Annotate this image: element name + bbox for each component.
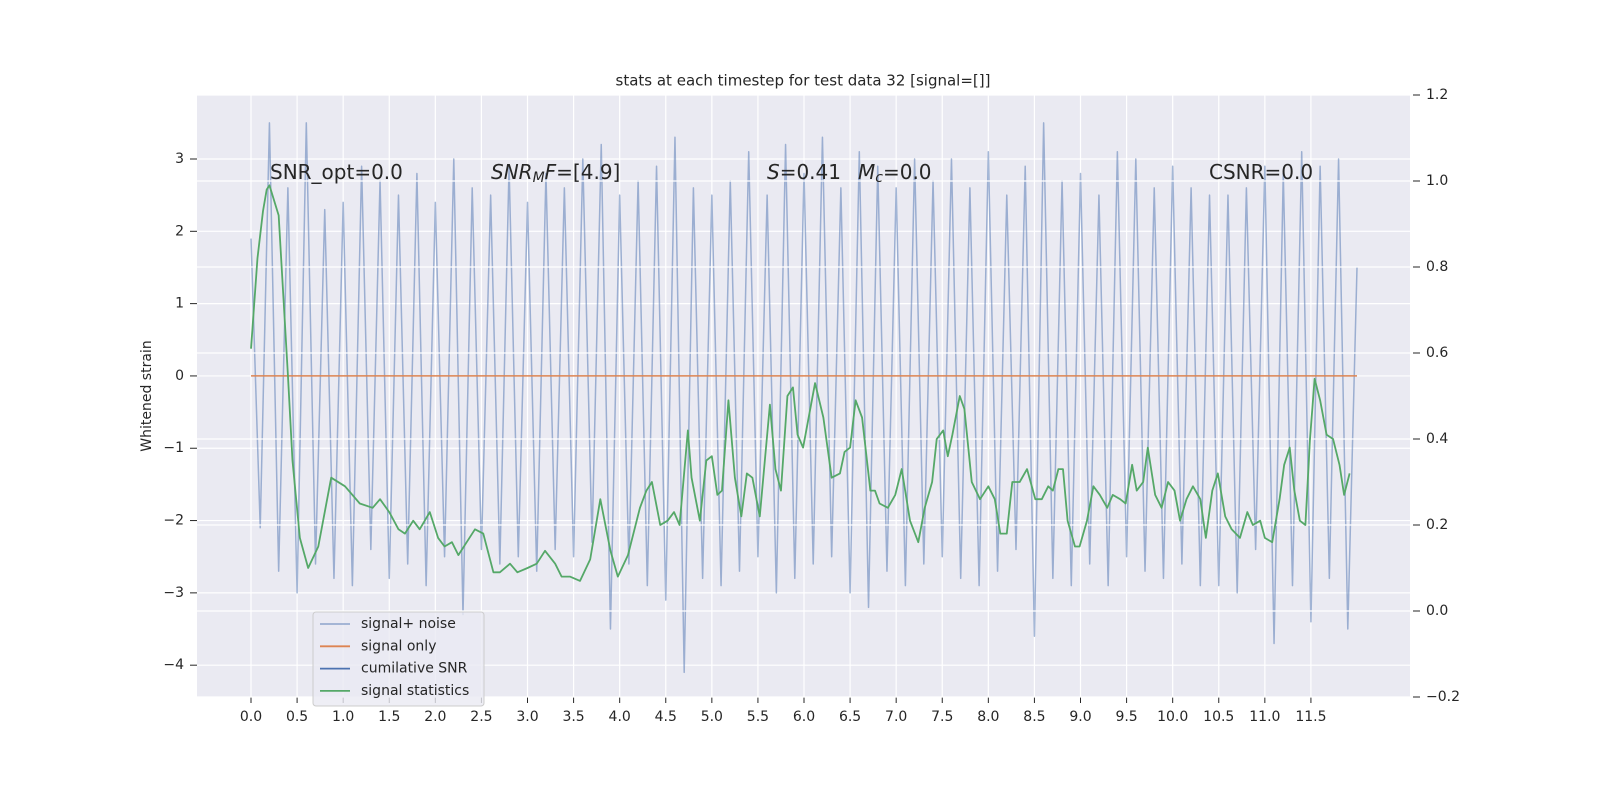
legend-label: cumilative SNR	[361, 661, 468, 677]
annotation-part: SNR	[491, 160, 533, 184]
y-tick-label: −3	[163, 585, 184, 601]
legend-label: signal only	[361, 638, 436, 654]
x-tick-label: 7.0	[885, 709, 907, 725]
y2-tick-label: 0.4	[1426, 431, 1448, 447]
annotation-part: M	[858, 160, 875, 184]
annotation-part: M	[533, 170, 545, 186]
annotation-part: =0.41	[780, 160, 841, 184]
legend-label: signal+ noise	[361, 616, 456, 632]
y-tick-label: 3	[175, 151, 184, 167]
annotation-part: =0.0	[883, 160, 932, 184]
x-tick-label: 10.0	[1157, 709, 1188, 725]
x-tick-label: 6.5	[839, 709, 861, 725]
x-tick-label: 7.5	[931, 709, 953, 725]
y-tick-label: −4	[163, 657, 184, 673]
x-tick-label: 3.5	[562, 709, 584, 725]
annotation: S=0.41	[767, 160, 841, 184]
x-tick-label: 4.0	[609, 709, 631, 725]
annotation-part: SNR_opt=0.0	[270, 160, 403, 184]
x-tick-label: 10.5	[1203, 709, 1234, 725]
annotation: SNR_opt=0.0	[270, 160, 403, 184]
x-tick-label: 0.5	[286, 709, 308, 725]
x-tick-label: 5.5	[747, 709, 769, 725]
legend-label: signal statistics	[361, 683, 469, 699]
line-series	[250, 122, 1358, 674]
x-tick-label: 8.0	[977, 709, 999, 725]
x-tick-label: 4.5	[655, 709, 677, 725]
annotation-part: c	[875, 170, 883, 186]
y2-tick-label: 0.8	[1426, 259, 1448, 275]
y-tick-label: −2	[163, 513, 184, 529]
y2-tick-label: 0.2	[1426, 517, 1448, 533]
y2-tick-label: 0.0	[1426, 603, 1448, 619]
annotation-part: S	[767, 160, 780, 184]
annotation-part: F	[545, 160, 557, 184]
annotation-part: =[4.9]	[556, 160, 620, 184]
annotation-part: CSNR=0.0	[1209, 160, 1313, 184]
x-tick-label: 1.5	[378, 709, 400, 725]
y-tick-label: 2	[175, 223, 184, 239]
annotation: CSNR=0.0	[1209, 160, 1313, 184]
x-tick-label: 9.0	[1069, 709, 1091, 725]
x-tick-label: 0.0	[240, 709, 262, 725]
x-tick-label: 2.5	[470, 709, 492, 725]
y2-tick-label: 1.2	[1426, 87, 1448, 103]
chart-title: stats at each timestep for test data 32 …	[616, 72, 991, 90]
y2-tick-label: 0.6	[1426, 345, 1448, 361]
x-tick-label: 5.0	[701, 709, 723, 725]
annotation: Mc=0.0	[858, 160, 932, 187]
x-tick-label: 8.5	[1023, 709, 1045, 725]
x-tick-label: 11.5	[1295, 709, 1326, 725]
y-axis-label: Whitened strain	[139, 340, 155, 451]
y2-tick-label: 1.0	[1426, 173, 1448, 189]
x-tick-label: 3.0	[516, 709, 538, 725]
x-tick-label: 1.0	[332, 709, 354, 725]
x-tick-label: 6.0	[793, 709, 815, 725]
annotation: SNRMF=[4.9]	[491, 160, 620, 187]
x-tick-label: 11.0	[1249, 709, 1280, 725]
legend-box	[312, 611, 485, 707]
x-tick-label: 2.0	[424, 709, 446, 725]
y-tick-label: 1	[175, 296, 184, 312]
line-series	[250, 184, 1351, 582]
y2-tick-label: −0.2	[1426, 689, 1460, 705]
y-tick-label: −1	[163, 440, 184, 456]
x-tick-label: 9.5	[1115, 709, 1137, 725]
y-tick-label: 0	[175, 368, 184, 384]
